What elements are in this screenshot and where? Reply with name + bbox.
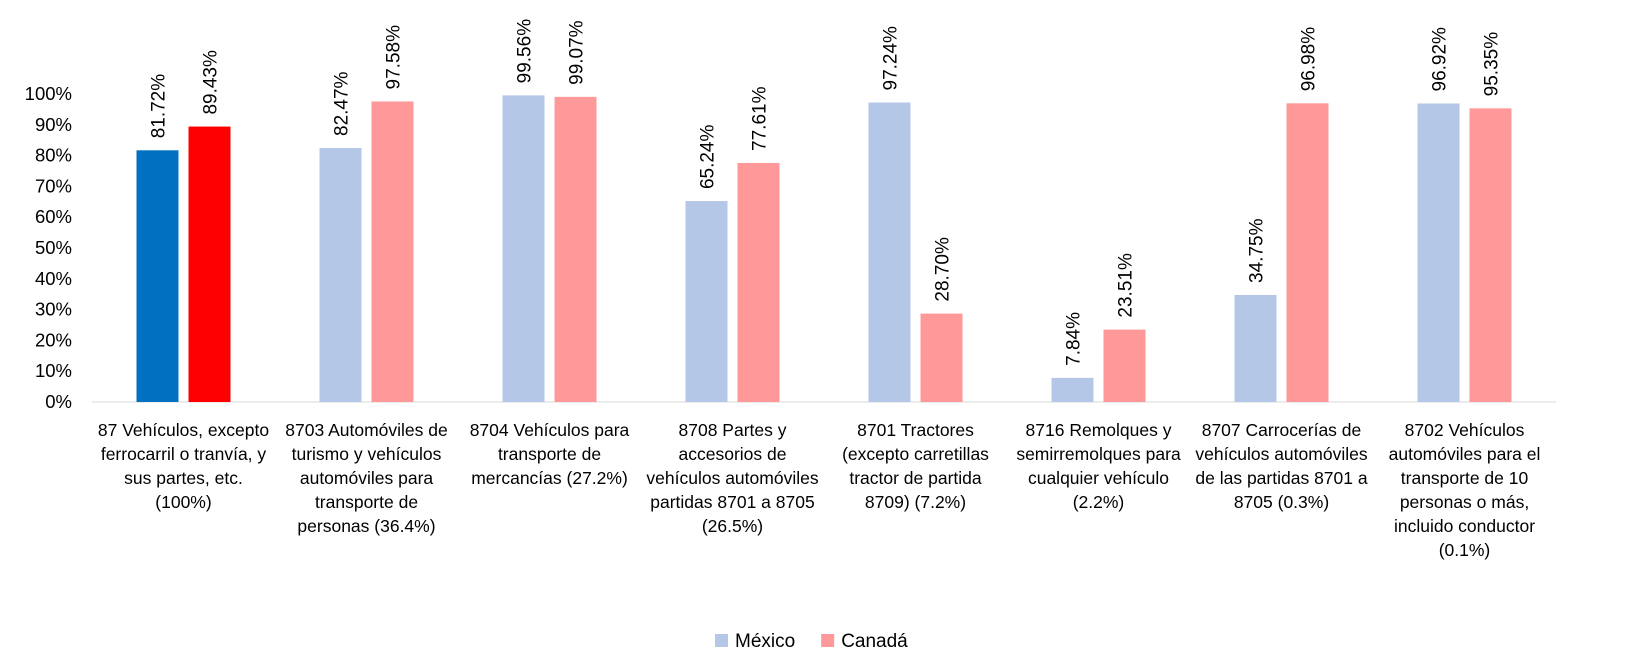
bar — [920, 313, 963, 402]
legend-swatch — [821, 634, 835, 647]
x-tick-label: 8701 Tractores (excepto carretillas trac… — [842, 420, 989, 512]
x-tick-label: 8707 Carrocerías de vehículos automóvile… — [1195, 420, 1368, 512]
bar — [1051, 377, 1094, 402]
x-tick-label: 8703 Automóviles de turismo y vehículos … — [285, 420, 448, 536]
x-tick-label: 8704 Vehículos para transporte de mercan… — [469, 420, 630, 488]
bar — [1103, 329, 1146, 402]
data-label: 96.98% — [1299, 27, 1320, 92]
y-tick-label: 100% — [25, 83, 72, 104]
bar — [1286, 103, 1329, 402]
legend-swatch — [715, 634, 728, 647]
bar — [1469, 108, 1512, 403]
bar — [371, 101, 414, 402]
data-label: 99.56% — [515, 19, 536, 84]
data-label: 97.24% — [881, 26, 902, 91]
data-label: 99.07% — [567, 20, 588, 85]
x-tick-label: 8716 Remolques y semirremolques para cua… — [1016, 420, 1181, 512]
data-label: 28.70% — [933, 237, 954, 302]
data-label: 97.58% — [384, 25, 405, 90]
data-label: 23.51% — [1116, 253, 1137, 318]
data-label: 96.92% — [1430, 27, 1451, 92]
bar — [737, 162, 780, 402]
bar — [1234, 294, 1277, 402]
y-tick-label: 90% — [35, 114, 72, 135]
x-tick-label: 87 Vehículos, excepto ferrocarril o tran… — [97, 420, 270, 512]
bar — [188, 126, 231, 402]
y-tick-label: 20% — [35, 329, 72, 350]
bar — [136, 150, 179, 402]
data-label: 7.84% — [1064, 312, 1085, 366]
data-label: 65.24% — [698, 125, 719, 190]
data-label: 77.61% — [750, 86, 771, 151]
y-tick-label: 50% — [35, 237, 72, 258]
bar — [554, 96, 597, 402]
x-tick-label: 8708 Partes y accesorios de vehículos au… — [646, 420, 819, 536]
bar — [1417, 103, 1460, 403]
y-tick-label: 30% — [35, 299, 72, 320]
bar — [319, 147, 362, 402]
data-label: 82.47% — [332, 71, 353, 136]
data-label: 34.75% — [1247, 218, 1268, 283]
bar — [685, 201, 728, 402]
legend-label: Canadá — [841, 631, 908, 652]
y-tick-label: 70% — [35, 175, 72, 196]
y-tick-label: 0% — [45, 391, 72, 412]
y-tick-label: 80% — [35, 145, 72, 166]
y-tick-label: 40% — [35, 268, 72, 289]
data-label: 95.35% — [1482, 32, 1503, 97]
legend-label: México — [735, 631, 795, 652]
bar — [502, 95, 545, 403]
y-tick-label: 60% — [35, 206, 72, 227]
x-tick-label: 8702 Vehículos automóviles para el trans… — [1388, 420, 1541, 560]
y-tick-label: 10% — [35, 360, 72, 381]
data-label: 89.43% — [201, 50, 222, 115]
data-label: 81.72% — [149, 74, 170, 139]
bar — [868, 102, 911, 403]
